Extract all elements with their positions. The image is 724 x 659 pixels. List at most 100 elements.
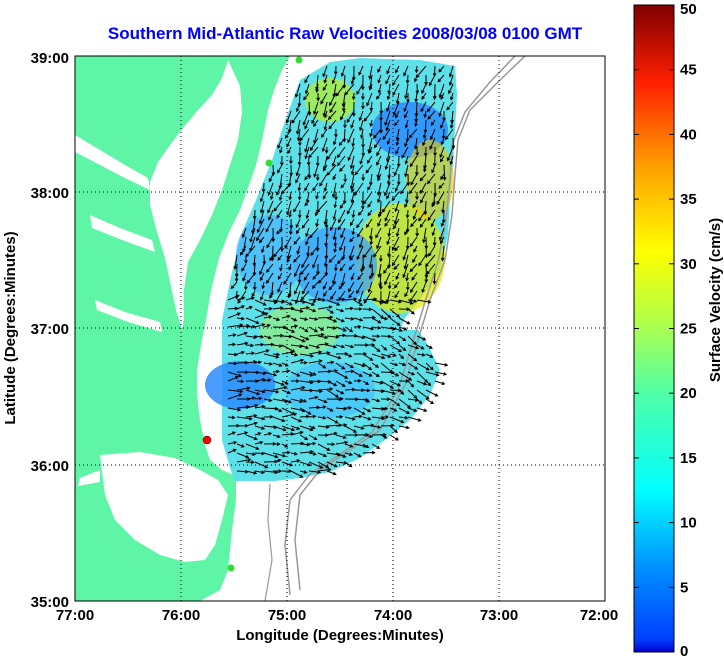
- velocity-arrow: [326, 461, 338, 468]
- velocity-arrow: [291, 379, 300, 383]
- velocity-arrow: [254, 312, 269, 319]
- colorbar-tick-label: 30: [680, 256, 697, 273]
- velocity-arrow: [434, 362, 449, 367]
- velocity-arrow: [340, 65, 346, 78]
- velocity-arrow: [366, 218, 373, 228]
- velocity-arrow: [386, 137, 391, 145]
- velocity-arrow: [317, 362, 327, 369]
- velocity-arrow: [416, 362, 430, 371]
- velocity-arrow: [344, 326, 354, 333]
- velocity-arrow: [347, 146, 355, 162]
- velocity-arrow: [333, 236, 338, 247]
- velocity-arrow: [263, 398, 273, 402]
- velocity-arrow: [416, 380, 428, 386]
- velocity-arrow: [436, 191, 445, 205]
- velocity-arrow: [323, 182, 328, 193]
- velocity-arrow: [299, 450, 315, 454]
- velocity-arrow: [427, 110, 436, 120]
- velocity-arrow: [333, 200, 338, 209]
- velocity-arrow: [384, 209, 391, 222]
- velocity-arrow: [371, 344, 381, 353]
- velocity-arrow: [245, 351, 256, 356]
- colorbar-tick-label: 50: [680, 1, 697, 18]
- velocity-arrow: [301, 281, 310, 295]
- velocity-arrow: [344, 461, 353, 468]
- velocity-arrow: [362, 398, 371, 403]
- velocity-arrow: [245, 296, 256, 301]
- velocity-arrow: [377, 218, 382, 227]
- velocity-arrow: [404, 227, 409, 236]
- velocity-arrow: [263, 452, 279, 459]
- velocity-arrow: [286, 254, 292, 263]
- velocity-arrow: [329, 218, 337, 232]
- velocity-arrow: [380, 353, 392, 358]
- velocity-arrow: [280, 237, 284, 253]
- velocity-arrow: [312, 119, 319, 128]
- velocity-arrow: [335, 344, 346, 349]
- velocity-arrow: [299, 306, 311, 310]
- velocity-arrow: [236, 416, 253, 421]
- velocity-arrow: [335, 406, 348, 411]
- velocity-arrow: [351, 227, 356, 236]
- velocity-arrow: [308, 441, 317, 446]
- velocity-arrow: [261, 281, 265, 290]
- velocity-arrow: [293, 263, 301, 278]
- velocity-arrow: [331, 155, 337, 168]
- velocity-arrow: [384, 182, 391, 197]
- velocity-arrow: [281, 299, 293, 306]
- velocity-arrow: [326, 308, 334, 314]
- velocity-arrow: [281, 369, 291, 373]
- velocity-arrow: [254, 425, 266, 430]
- velocity-arrow: [269, 290, 274, 300]
- velocity-arrow: [350, 182, 355, 193]
- velocity-arrow: [363, 245, 373, 259]
- velocity-arrow: [350, 164, 355, 176]
- velocity-arrow: [383, 263, 391, 274]
- velocity-arrow: [362, 388, 371, 393]
- velocity-arrow: [380, 380, 394, 389]
- velocity-arrow: [326, 317, 338, 323]
- velocity-arrow: [339, 164, 346, 173]
- velocity-arrow: [335, 326, 347, 332]
- velocity-arrow: [438, 182, 445, 189]
- sound-inlet: [78, 470, 100, 486]
- velocity-arrow: [249, 227, 256, 243]
- velocity-arrow: [347, 128, 355, 144]
- velocity-arrow: [290, 308, 304, 313]
- velocity-arrow: [335, 396, 344, 401]
- velocity-arrow: [263, 371, 278, 377]
- velocity-arrow: [304, 146, 310, 160]
- velocity-arrow: [431, 227, 436, 237]
- velocity-arrow: [395, 272, 400, 280]
- velocity-arrow: [312, 254, 319, 269]
- bay-inlet-3: [95, 300, 162, 332]
- velocity-arrow: [281, 398, 293, 404]
- velocity-arrow: [236, 341, 249, 346]
- velocity-arrow: [324, 227, 329, 238]
- velocity-arrow: [353, 452, 362, 458]
- velocity-arrow: [294, 281, 301, 295]
- velocity-arrow: [254, 308, 266, 315]
- velocity-arrow: [323, 74, 328, 84]
- velocity-arrow: [263, 342, 275, 347]
- velocity-arrow: [421, 281, 427, 293]
- velocity-arrow: [335, 362, 346, 370]
- velocity-arrow: [440, 218, 445, 228]
- velocity-arrow: [359, 119, 364, 132]
- velocity-arrow: [392, 83, 400, 97]
- velocity-arrow: [402, 263, 409, 279]
- velocity-arrow: [413, 245, 418, 253]
- velocity-arrow: [360, 200, 365, 210]
- velocity-arrow: [415, 192, 419, 201]
- velocity-arrow: [335, 414, 344, 419]
- velocity-arrow: [416, 335, 427, 341]
- velocity-arrow: [326, 369, 339, 373]
- velocity-arrow: [299, 299, 316, 306]
- velocity-arrow: [420, 182, 427, 194]
- velocity-arrow: [281, 314, 291, 319]
- velocity-arrow: [391, 254, 400, 267]
- velocity-arrow: [290, 430, 304, 436]
- velocity-arrow: [227, 306, 239, 311]
- velocity-arrow: [409, 155, 418, 168]
